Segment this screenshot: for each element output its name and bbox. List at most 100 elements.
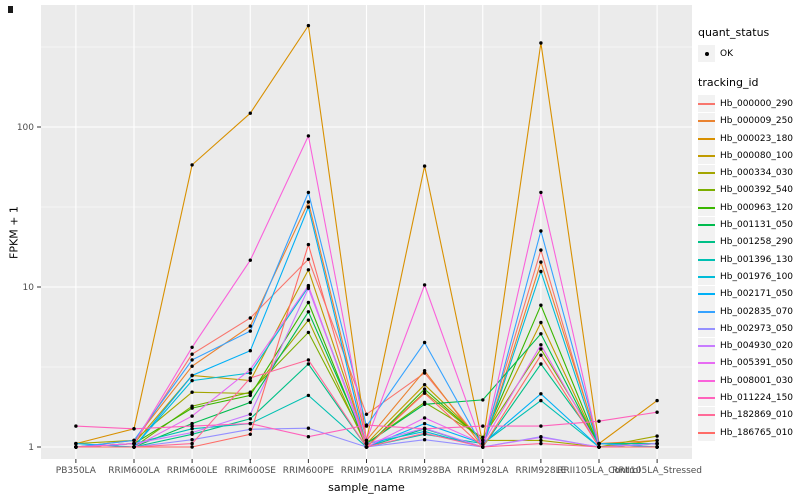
legend-key-line-icon [698,241,715,244]
legend-key-box [698,216,715,234]
data-point [248,111,252,115]
data-point [539,438,543,443]
data-point [481,445,485,449]
data-point [132,445,136,449]
legend-key-box [698,164,715,182]
x-tick-label: RRIM928LE [515,466,566,476]
data-point [481,435,485,439]
legend-key-line-icon [698,310,715,313]
legend-item-Hb_001131_050: Hb_001131_050 [698,216,798,234]
data-point [190,352,194,356]
x-tick-label: RRIM928BA [398,466,451,476]
legend-key-box [698,181,715,199]
legend-item-Hb_000080_100: Hb_000080_100 [698,147,798,165]
legend-item-label: Hb_000963_120 [720,202,794,213]
legend-key-box [698,95,715,113]
data-point [248,258,252,262]
data-point [539,353,543,357]
data-point [539,435,543,439]
legend-key-box [698,372,715,390]
data-point [306,358,311,362]
legend-item-label: Hb_001976_100 [720,271,794,282]
data-point [655,398,659,403]
data-point [422,431,427,435]
data-point [190,424,194,428]
data-point [74,441,78,446]
data-point [481,441,485,446]
legend-item-label: Hb_002171_050 [720,289,794,300]
legend-item-Hb_004930_020: Hb_004930_020 [698,337,798,355]
x-tick-label: RRIM600LA [108,466,160,476]
legend-key-box [698,199,715,217]
data-point [422,283,427,287]
data-point [306,300,311,305]
legend-item-Hb_005391_050: Hb_005391_050 [698,354,798,372]
legend-key-box [698,354,715,372]
data-point [306,257,311,261]
data-point [364,412,369,416]
x-tick-label: RRII105LA_Stressed [612,466,702,476]
legend-item-label: OK [720,48,733,59]
x-axis-title: sample_name [328,481,405,494]
data-point [306,330,311,335]
data-point [422,164,427,168]
legend-item-label: Hb_000392_540 [720,185,794,196]
data-point [422,340,427,345]
legend-item-Hb_000009_250: Hb_000009_250 [698,112,798,130]
data-point [248,390,252,394]
legend-key-box [698,251,715,269]
data-point [306,310,311,314]
data-point [655,434,659,438]
data-point [248,400,252,405]
corner-artifact [8,6,13,13]
legend-item-label: Hb_000009_250 [720,116,794,127]
legend-item-Hb_002171_050: Hb_002171_050 [698,285,798,303]
y-tick-label: 1 [28,443,34,453]
legend-key-line-icon [698,396,715,399]
legend-key-line-icon [698,102,715,105]
data-point [132,438,136,443]
legend-key-line-icon [698,137,715,140]
legend-key-line-icon [698,189,715,192]
legend-key-line-icon [698,172,715,175]
data-point [248,371,252,375]
data-point [422,427,427,431]
legend-key-line-icon [698,275,715,278]
data-point [248,427,252,431]
data-point [539,343,543,347]
y-tick-label: 100 [17,123,34,133]
legend-key-box [698,424,715,442]
data-point [248,376,252,380]
data-point [190,378,194,383]
legend-item-label: Hb_000334_030 [720,168,794,179]
data-point [539,269,543,274]
data-point [306,134,311,138]
legend-item-label: Hb_000080_100 [720,150,794,161]
data-point [306,362,311,366]
data-point [539,424,543,428]
legend-item-Hb_182869_010: Hb_182869_010 [698,406,798,424]
legend-key-box [698,406,715,424]
legend-item-Hb_186765_010: Hb_186765_010 [698,424,798,442]
data-point [248,421,252,426]
data-point [190,345,194,349]
legend-key-line-icon [698,258,715,261]
legend-key-box [698,268,715,286]
data-point [481,424,485,428]
x-tick-label: PB350LA [56,466,97,476]
data-point [539,260,543,264]
legend-tracking-id: tracking_id Hb_000000_290 Hb_000009_250 Hb… [698,76,798,442]
x-tick-label: RRIM600LE [167,466,218,476]
legend-key-box [698,389,715,407]
legend-key-box [698,147,715,165]
legend-key-box [698,233,715,251]
legend-item-Hb_000023_180: Hb_000023_180 [698,130,798,148]
data-point [422,421,427,426]
y-tick-label: 10 [23,283,35,293]
data-point [306,286,311,291]
x-tick-label: RRIM600PE [283,466,335,476]
legend-key-line-icon [698,327,715,330]
legend-item-Hb_002835_070: Hb_002835_070 [698,303,798,320]
